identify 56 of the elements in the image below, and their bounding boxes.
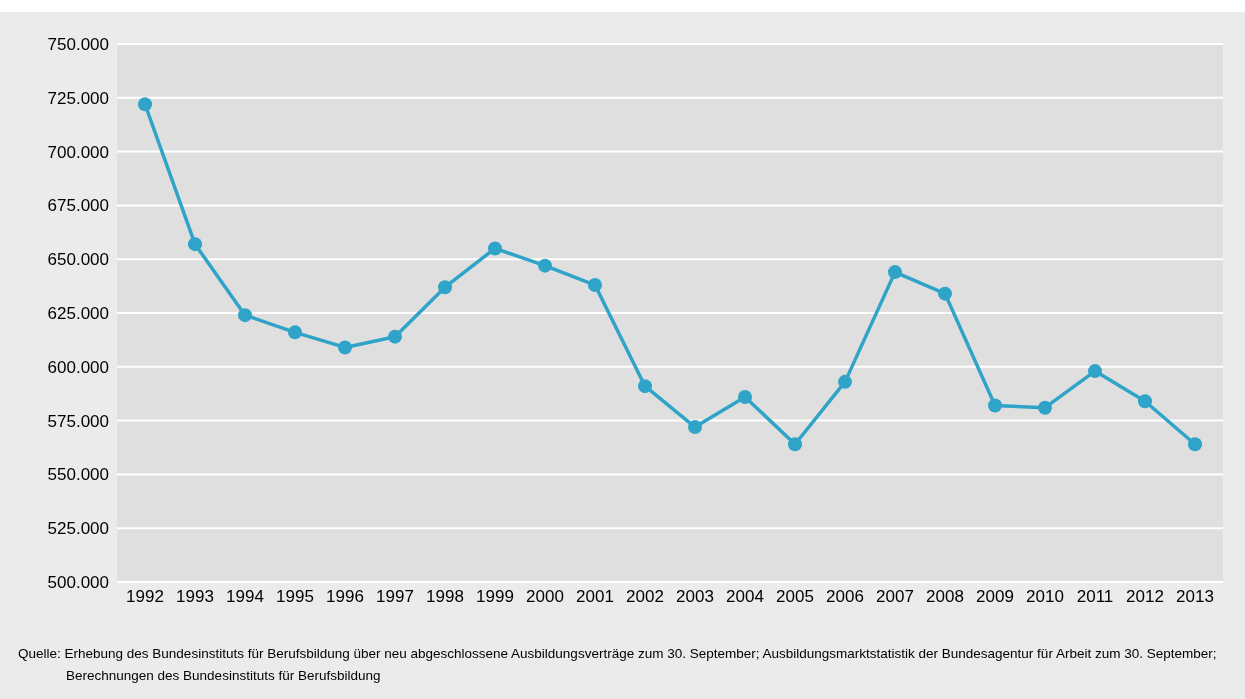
point: [188, 237, 202, 252]
y-tick-label: 550.000: [47, 465, 109, 485]
point: [488, 241, 502, 256]
x-tick-label: 2009: [976, 587, 1014, 607]
point: [1188, 437, 1202, 452]
x-tick-label: 2007: [876, 587, 914, 607]
x-tick-label: 2008: [926, 587, 964, 607]
x-tick-label: 1993: [176, 587, 214, 607]
y-tick-label: 575.000: [47, 411, 109, 431]
x-tick-label: 1998: [426, 587, 464, 607]
point: [738, 389, 752, 404]
point: [788, 437, 802, 452]
source-note: Quelle: Erhebung des Bundesinstituts für Berufsbildung über neu abgeschlossene Ausbildungsverträge zum 30. September; Ausbildungsmarktstatistik der Bundesagentur für Arbeit zum 30. September; Berechnungen des Bundesinstituts für Berufsbildung: [18, 645, 1218, 685]
point: [338, 340, 352, 355]
point: [138, 97, 152, 112]
point: [1038, 400, 1052, 415]
x-tick-label: 2004: [726, 587, 764, 607]
point: [238, 308, 252, 323]
point: [1138, 394, 1152, 409]
x-tick-label: 1994: [226, 587, 264, 607]
x-tick-label: 1992: [126, 587, 164, 607]
x-tick-label: 2011: [1076, 587, 1114, 607]
y-tick-label: 500.000: [47, 573, 109, 593]
y-tick-label: 675.000: [47, 196, 109, 216]
x-tick-label: 2012: [1126, 587, 1164, 607]
point: [538, 258, 552, 273]
x-tick-label: 1997: [376, 587, 414, 607]
x-tick-label: 2003: [676, 587, 714, 607]
point: [388, 329, 402, 344]
x-tick-label: 2001: [576, 587, 614, 607]
y-tick-label: 725.000: [47, 88, 109, 108]
x-tick-label: 2002: [626, 587, 664, 607]
y-tick-label: 625.000: [47, 304, 109, 324]
point: [838, 374, 852, 389]
point: [988, 398, 1002, 413]
point: [1088, 364, 1102, 379]
x-tick-label: 2005: [776, 587, 814, 607]
point: [588, 278, 602, 293]
point: [288, 325, 302, 340]
point: [938, 286, 952, 301]
x-tick-label: 1999: [476, 587, 514, 607]
y-tick-label: 650.000: [47, 250, 109, 270]
point: [888, 265, 902, 280]
x-tick-label: 2006: [826, 587, 864, 607]
x-tick-label: 2010: [1026, 587, 1064, 607]
x-tick-label: 1996: [326, 587, 364, 607]
point: [688, 420, 702, 435]
x-tick-label: 1995: [276, 587, 314, 607]
point: [438, 280, 452, 295]
y-tick-label: 525.000: [47, 519, 109, 539]
y-tick-label: 600.000: [47, 357, 109, 377]
x-tick-label: 2013: [1176, 587, 1214, 607]
y-tick-label: 700.000: [47, 142, 109, 162]
point: [638, 379, 652, 394]
x-tick-label: 2000: [526, 587, 564, 607]
y-tick-label: 750.000: [47, 35, 109, 55]
